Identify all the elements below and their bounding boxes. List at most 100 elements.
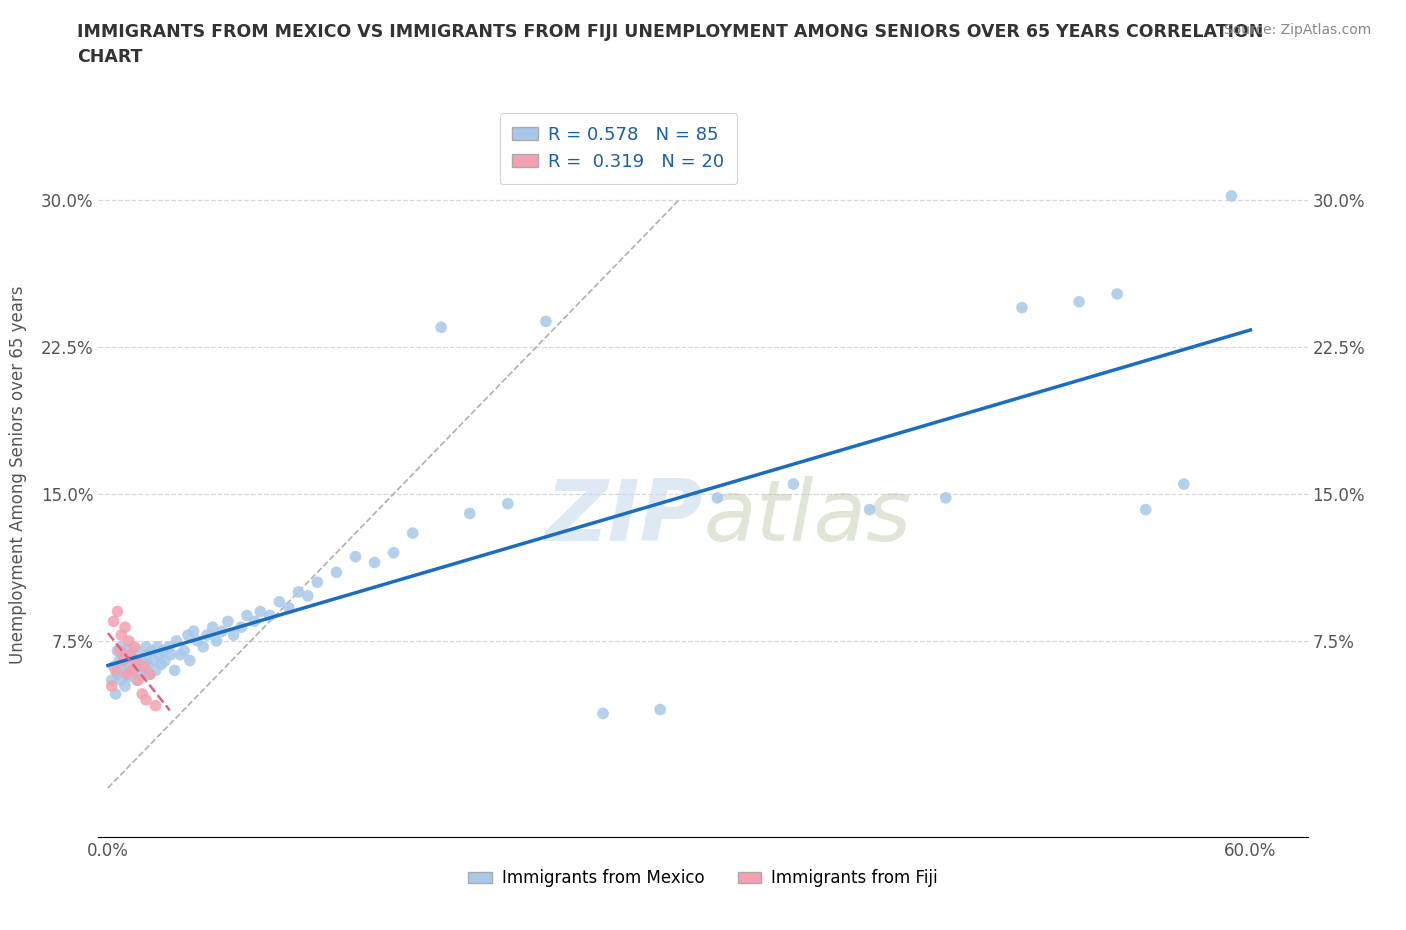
Point [401, 525, 423, 540]
Point [120, 647, 142, 662]
Point [259, 608, 281, 623]
Point [782, 477, 804, 492]
Text: ZIP: ZIP [546, 476, 703, 559]
Point [222, 628, 245, 643]
Point [115, 642, 138, 657]
Point [211, 624, 233, 639]
Point [650, 702, 672, 717]
Point [107, 644, 129, 658]
Point [129, 667, 152, 682]
Point [108, 653, 131, 668]
Point [145, 698, 167, 713]
Point [1173, 477, 1195, 492]
Point [100, 672, 122, 687]
Point [1107, 286, 1129, 301]
Point [166, 633, 188, 648]
Point [115, 657, 138, 671]
Point [706, 490, 728, 505]
Point [110, 672, 132, 687]
Point [363, 555, 385, 570]
Point [100, 679, 122, 694]
Point [183, 624, 205, 639]
Point [120, 663, 142, 678]
Point [157, 640, 180, 655]
Y-axis label: Unemployment Among Seniors over 65 years: Unemployment Among Seniors over 65 years [8, 286, 27, 663]
Point [236, 608, 259, 623]
Point [125, 653, 148, 668]
Point [112, 663, 135, 678]
Point [159, 647, 181, 662]
Point [118, 633, 141, 648]
Point [131, 686, 153, 701]
Point [231, 619, 253, 634]
Legend: Immigrants from Mexico, Immigrants from Fiji: Immigrants from Mexico, Immigrants from … [461, 863, 945, 894]
Point [382, 545, 405, 560]
Point [125, 672, 148, 687]
Point [112, 653, 135, 668]
Point [103, 614, 125, 629]
Point [249, 604, 271, 619]
Point [107, 667, 129, 682]
Point [114, 679, 136, 694]
Point [127, 672, 149, 687]
Point [135, 692, 157, 707]
Point [217, 614, 239, 629]
Point [496, 497, 519, 512]
Point [534, 314, 557, 329]
Point [243, 614, 266, 629]
Point [115, 667, 138, 682]
Text: Source: ZipAtlas.com: Source: ZipAtlas.com [1223, 23, 1371, 37]
Point [177, 628, 200, 643]
Point [107, 604, 129, 619]
Point [1220, 189, 1243, 204]
Point [145, 663, 167, 678]
Point [169, 647, 191, 662]
Point [325, 565, 347, 579]
Point [135, 640, 157, 655]
Point [139, 667, 162, 682]
Point [163, 663, 186, 678]
Point [297, 589, 319, 604]
Point [186, 633, 208, 648]
Point [104, 686, 127, 701]
Point [134, 663, 156, 678]
Text: atlas: atlas [703, 476, 911, 559]
Point [150, 657, 173, 671]
Point [201, 619, 224, 634]
Point [205, 633, 228, 648]
Point [110, 640, 132, 655]
Point [112, 647, 135, 662]
Point [592, 706, 614, 721]
Point [139, 667, 162, 682]
Point [935, 490, 957, 505]
Point [173, 644, 195, 658]
Point [127, 659, 149, 674]
Point [134, 659, 156, 674]
Point [110, 628, 132, 643]
Point [104, 663, 127, 678]
Point [131, 653, 153, 668]
Point [121, 667, 143, 682]
Point [287, 584, 309, 599]
Point [344, 550, 367, 565]
Point [114, 619, 136, 634]
Point [124, 640, 146, 655]
Point [141, 644, 163, 658]
Point [152, 644, 174, 658]
Point [307, 575, 329, 590]
Point [277, 600, 299, 615]
Point [124, 653, 146, 668]
Point [458, 506, 481, 521]
Point [136, 657, 159, 671]
Point [118, 651, 141, 666]
Point [125, 644, 148, 658]
Point [108, 644, 131, 658]
Point [195, 628, 218, 643]
Point [269, 594, 291, 609]
Point [191, 640, 214, 655]
Point [153, 653, 176, 668]
Point [1067, 294, 1090, 309]
Point [142, 653, 165, 668]
Point [148, 647, 170, 662]
Point [859, 502, 882, 517]
